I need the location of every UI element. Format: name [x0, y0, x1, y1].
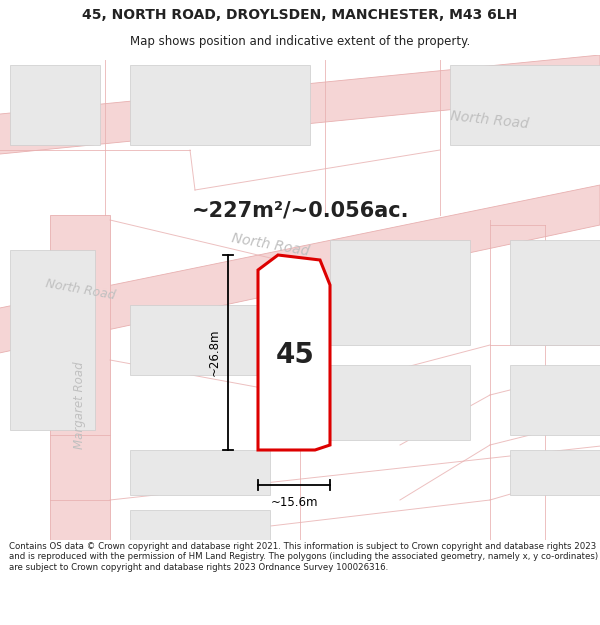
- Polygon shape: [10, 250, 95, 430]
- Polygon shape: [0, 185, 600, 355]
- Polygon shape: [130, 305, 270, 375]
- Polygon shape: [130, 450, 270, 495]
- Text: ~26.8m: ~26.8m: [208, 329, 221, 376]
- Polygon shape: [10, 65, 100, 145]
- Text: North Road: North Road: [450, 109, 530, 131]
- Text: Contains OS data © Crown copyright and database right 2021. This information is : Contains OS data © Crown copyright and d…: [9, 542, 598, 571]
- Text: North Road: North Road: [230, 231, 310, 259]
- Polygon shape: [510, 240, 600, 345]
- Polygon shape: [258, 255, 330, 450]
- Polygon shape: [130, 65, 310, 145]
- Text: ~15.6m: ~15.6m: [270, 496, 318, 509]
- Polygon shape: [0, 55, 600, 155]
- Polygon shape: [450, 65, 600, 145]
- Polygon shape: [330, 240, 470, 345]
- Text: Margaret Road: Margaret Road: [74, 361, 86, 449]
- Polygon shape: [50, 215, 110, 600]
- Text: 45, NORTH ROAD, DROYLSDEN, MANCHESTER, M43 6LH: 45, NORTH ROAD, DROYLSDEN, MANCHESTER, M…: [82, 8, 518, 22]
- Polygon shape: [330, 365, 470, 440]
- Polygon shape: [510, 450, 600, 495]
- Text: Map shows position and indicative extent of the property.: Map shows position and indicative extent…: [130, 35, 470, 48]
- Polygon shape: [510, 365, 600, 435]
- Text: ~227m²/~0.056ac.: ~227m²/~0.056ac.: [191, 200, 409, 220]
- Text: 45: 45: [275, 341, 314, 369]
- Polygon shape: [130, 510, 270, 545]
- Text: North Road: North Road: [44, 278, 116, 302]
